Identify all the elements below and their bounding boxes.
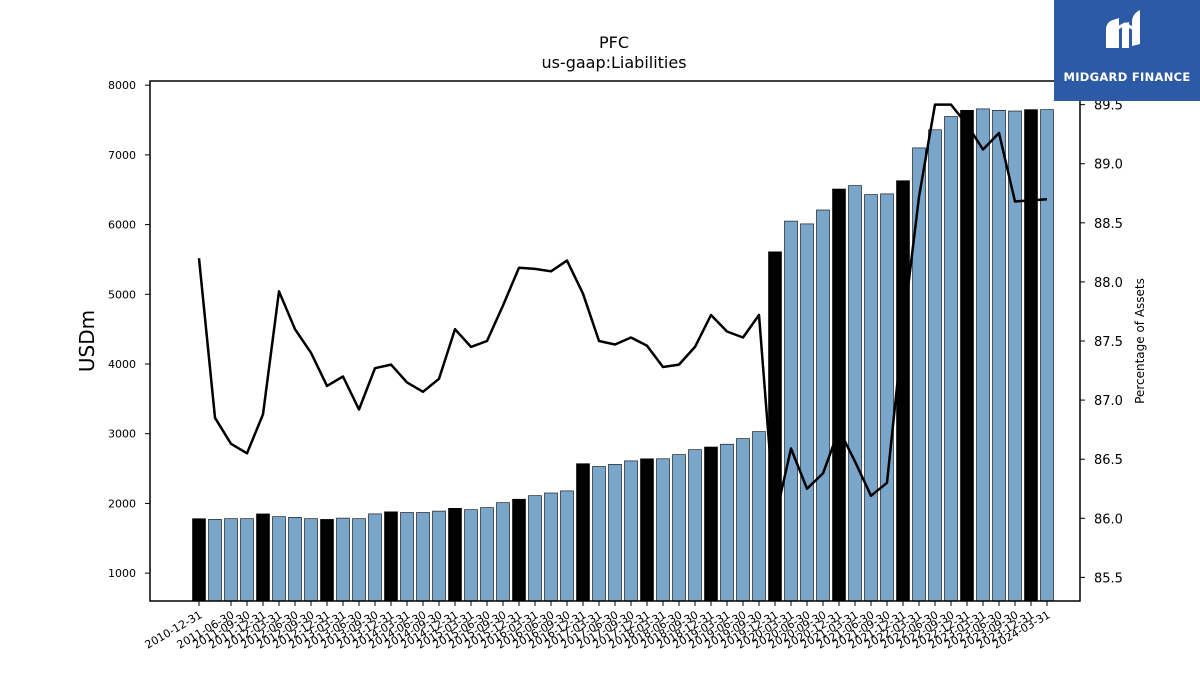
bar: [272, 516, 286, 602]
bar: [288, 517, 302, 602]
y-axis-label: USDm: [75, 310, 99, 372]
bar: [688, 449, 702, 602]
bar: [224, 518, 238, 602]
bar: [592, 466, 606, 602]
bar: [560, 490, 574, 602]
bar: [368, 513, 382, 602]
bar: [672, 454, 686, 602]
bar: [864, 194, 878, 602]
bar: [640, 458, 654, 602]
bar: [608, 464, 622, 602]
bar: [848, 185, 862, 602]
bar: [832, 188, 846, 602]
y-tick-label: 8000: [108, 79, 136, 92]
bar: [320, 519, 334, 602]
bar: [1024, 109, 1038, 602]
bar: [304, 518, 318, 602]
bar: [704, 446, 718, 602]
bar: [624, 460, 638, 602]
bar: [240, 518, 254, 602]
bar: [720, 443, 734, 602]
bar: [992, 110, 1006, 602]
bar: [736, 438, 750, 602]
bar: [352, 518, 366, 602]
y2-tick-label: 86.0: [1094, 512, 1123, 527]
y2-axis-label: Percentage of Assets: [1133, 278, 1147, 404]
bar: [416, 512, 430, 602]
y-tick-label: 3000: [108, 428, 136, 441]
bar: [528, 495, 542, 602]
bar: [464, 509, 478, 602]
y2-tick-label: 89.0: [1094, 158, 1123, 173]
bar: [400, 512, 414, 602]
series-line: [197, 103, 1048, 521]
y2-tick-label: 87.0: [1094, 394, 1123, 409]
chart-title: PFC: [599, 33, 629, 52]
bar: [944, 116, 958, 602]
bar: [976, 108, 990, 602]
bar: [208, 519, 222, 602]
bar: [880, 193, 894, 602]
bar: [480, 507, 494, 602]
bar: [496, 502, 510, 602]
y2-tick-label: 88.5: [1094, 217, 1123, 232]
chart-subtitle: us-gaap:Liabilities: [541, 53, 686, 72]
y2-tick-label: 86.5: [1094, 453, 1123, 468]
bar: [512, 498, 526, 602]
y2-tick-label: 88.0: [1094, 276, 1123, 291]
bar: [656, 458, 670, 602]
bar: [336, 517, 350, 602]
bar: [544, 492, 558, 602]
bar: [928, 129, 942, 602]
y-tick-label: 5000: [108, 288, 136, 301]
y-tick-label: 7000: [108, 149, 136, 162]
y-tick-label: 1000: [108, 567, 136, 580]
bar: [192, 518, 206, 602]
bar: [816, 209, 830, 602]
bar: [784, 220, 798, 602]
bar: [752, 431, 766, 602]
brand-logo: MIDGARD FINANCE: [1054, 0, 1200, 101]
logo-mark-icon: [1106, 10, 1140, 48]
bar: [1040, 109, 1054, 602]
y2-tick-label: 89.5: [1094, 99, 1123, 114]
y-tick-label: 2000: [108, 497, 136, 510]
bar: [432, 510, 446, 602]
y-tick-label: 4000: [108, 358, 136, 371]
bar: [960, 110, 974, 602]
y2-tick-label: 85.5: [1094, 571, 1123, 586]
brand-name: MIDGARD FINANCE: [1063, 70, 1191, 84]
bar: [912, 147, 926, 602]
y-tick-label: 6000: [108, 219, 136, 232]
bar: [800, 223, 814, 602]
bar: [256, 513, 270, 602]
y2-tick-label: 87.5: [1094, 335, 1123, 350]
bar: [384, 511, 398, 602]
bar: [768, 251, 782, 602]
bar: [576, 463, 590, 602]
bar: [896, 180, 910, 602]
bar: [448, 507, 462, 602]
